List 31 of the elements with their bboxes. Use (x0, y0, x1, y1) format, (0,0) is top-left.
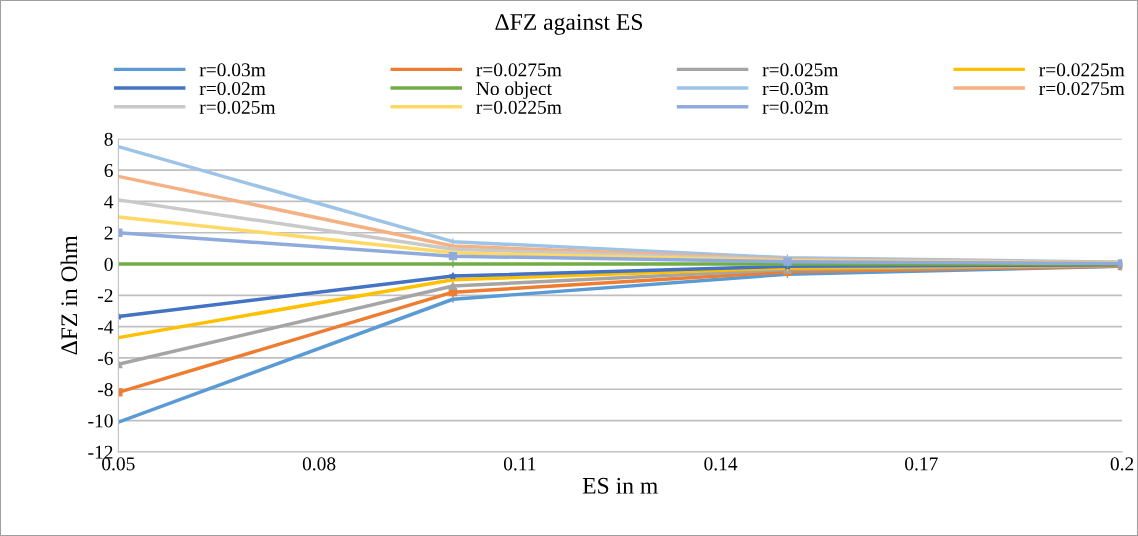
legend-label: r=0.03m (199, 63, 266, 77)
y-tick-label: -8 (98, 383, 113, 397)
y-tick-label: 8 (104, 132, 113, 146)
legend-label: No object (476, 81, 552, 100)
chart-title: ΔFZ against ES (495, 14, 643, 35)
legend-label: r=0.0275m (1039, 81, 1125, 96)
x-axis-title: ES in m (582, 477, 658, 494)
y-tick-label: 2 (104, 226, 113, 240)
y-tick-label: -12 (88, 445, 113, 459)
y-tick-label: 4 (104, 195, 114, 209)
legend-label: r=0.025m (762, 63, 839, 77)
x-tick-label: 0.2 (1110, 457, 1134, 471)
x-tick-label: 0.14 (704, 457, 738, 471)
legend-label: r=0.0225m (476, 100, 562, 114)
legend-label: r=0.02m (762, 100, 829, 114)
legend-label: r=0.025m (199, 100, 276, 114)
legend-label: r=0.02m (199, 81, 266, 96)
y-tick-label: -2 (98, 289, 113, 303)
x-tick-label: 0.08 (302, 457, 336, 471)
y-axis-title: ΔFZ in Ohm (60, 235, 78, 355)
y-tick-label: 6 (104, 164, 113, 178)
legend-label: r=0.0225m (1039, 63, 1125, 77)
x-tick-label: 0.05 (102, 457, 135, 471)
legend-label: r=0.0275m (476, 63, 562, 77)
legend-label: r=0.03m (762, 81, 829, 96)
y-tick-label: 0 (104, 257, 113, 271)
x-tick-label: 0.17 (905, 457, 938, 471)
y-tick-label: -10 (88, 414, 113, 428)
y-tick-label: -6 (98, 351, 113, 365)
x-tick-label: 0.11 (503, 457, 536, 471)
y-tick-label: -4 (98, 320, 114, 334)
